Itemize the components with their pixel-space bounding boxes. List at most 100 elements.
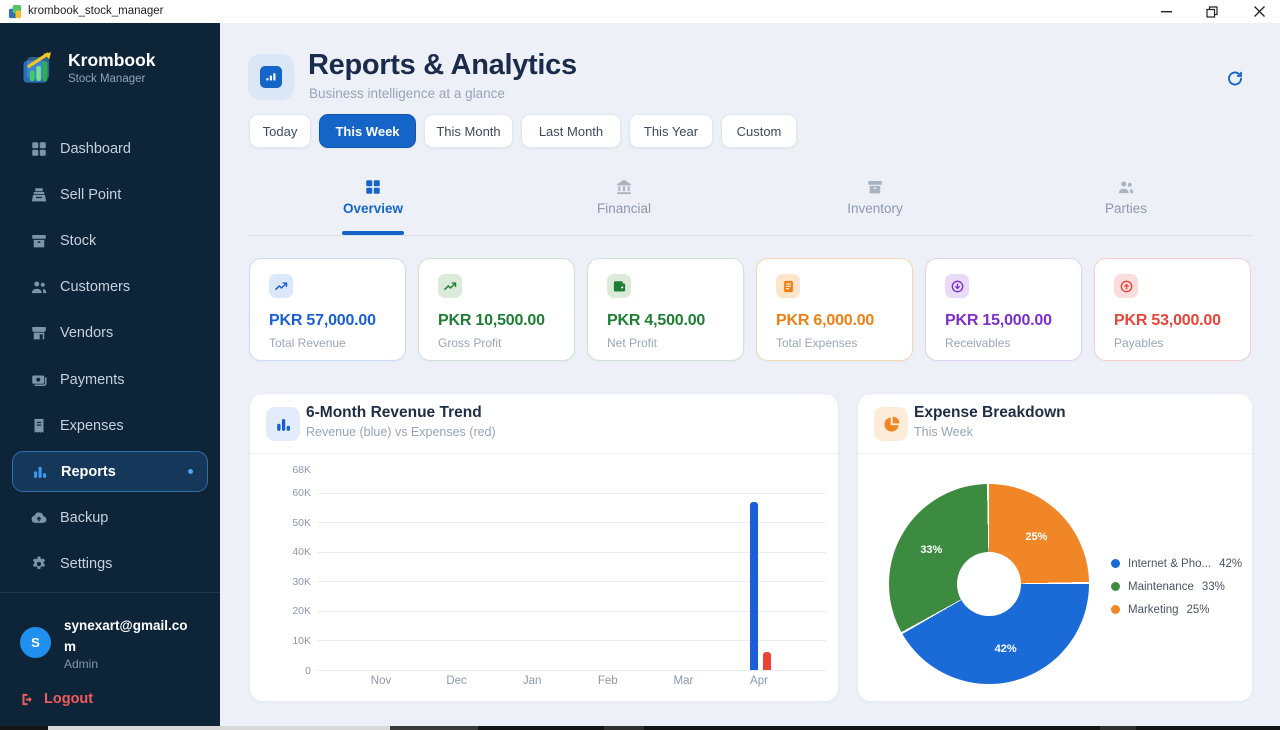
expense-chart-subtitle: This Week [914, 425, 973, 439]
kpi-label: Receivables [945, 336, 1011, 350]
revenue-chart-title: 6-Month Revenue Trend [306, 404, 482, 421]
active-indicator-dot [188, 469, 193, 474]
sidebar-item-label: Expenses [60, 417, 124, 434]
app-icon [8, 4, 23, 19]
cash-register-icon [30, 186, 48, 204]
tab-label: Overview [342, 201, 404, 216]
sidebar-item-customers[interactable]: Customers [12, 266, 208, 307]
bank-icon [615, 178, 633, 196]
sidebar-item-label: Backup [60, 509, 109, 526]
sidebar-item-sell-point[interactable]: Sell Point [12, 174, 208, 215]
filter-button-custom[interactable]: Custom [721, 114, 797, 148]
y-axis-tick-label: 50K [292, 516, 311, 529]
filter-button-last-month[interactable]: Last Month [521, 114, 621, 148]
tab-financial[interactable]: Financial [554, 178, 694, 216]
window-title: krombook_stock_manager [28, 5, 164, 17]
kpi-card-net-profit: PKR 4,500.00 Net Profit [587, 258, 744, 361]
x-axis-tick-label: Dec [446, 675, 467, 687]
legend-dot [1111, 582, 1120, 591]
brand-tagline: Stock Manager [68, 73, 146, 85]
restore-button[interactable] [1192, 0, 1232, 23]
dashboard-icon [30, 140, 48, 158]
x-axis-tick-label: Feb [597, 675, 618, 687]
sidebar-item-dashboard[interactable]: Dashboard [12, 128, 208, 169]
tabs-divider [248, 235, 1252, 236]
sidebar-item-backup[interactable]: Backup [12, 497, 208, 538]
kpi-label: Total Expenses [776, 336, 858, 350]
filter-button-today[interactable]: Today [249, 114, 311, 148]
taskbar-segment [1100, 726, 1136, 730]
sidebar [0, 23, 220, 726]
trending-up-icon [438, 274, 462, 298]
kpi-value: PKR 6,000.00 [776, 312, 875, 329]
sidebar-item-payments[interactable]: Payments [12, 359, 208, 400]
filter-button-this-week[interactable]: This Week [319, 114, 416, 148]
reports-header-icon [248, 54, 294, 100]
legend-item-internet-pho-[interactable]: Internet & Pho... 42% [1111, 552, 1242, 575]
tab-inventory[interactable]: Inventory [805, 178, 945, 216]
sidebar-item-reports[interactable]: Reports [12, 451, 208, 492]
legend-value: 42% [1219, 557, 1243, 570]
receipt-icon [30, 417, 48, 435]
taskbar-segment [390, 726, 478, 730]
close-button[interactable] [1238, 0, 1280, 23]
expense-chart-title: Expense Breakdown [914, 404, 1066, 421]
active-tab-underline [342, 231, 404, 235]
sidebar-item-settings[interactable]: Settings [12, 543, 208, 584]
y-axis-tick-label: 30K [292, 575, 311, 588]
legend-item-maintenance[interactable]: Maintenance 33% [1111, 575, 1242, 598]
sidebar-item-vendors[interactable]: Vendors [12, 312, 208, 353]
x-axis-tick-label: Jan [522, 675, 542, 687]
sidebar-item-label: Reports [61, 463, 116, 480]
sidebar-item-label: Customers [60, 278, 131, 295]
sidebar-item-stock[interactable]: Stock [12, 220, 208, 261]
expense-donut-chart[interactable]: 25% 42% 33% [889, 484, 1089, 684]
page-subtitle: Business intelligence at a glance [309, 86, 505, 101]
tab-label: Financial [596, 201, 652, 216]
legend-label: Maintenance [1128, 580, 1194, 593]
filter-button-this-year[interactable]: This Year [629, 114, 713, 148]
bar-chart-icon [266, 407, 300, 441]
y-axis-tick-label: 0 [305, 664, 311, 677]
legend-item-marketing[interactable]: Marketing 25% [1111, 598, 1242, 621]
logout-button[interactable]: Logout [20, 686, 190, 712]
archive-icon [866, 178, 884, 196]
revenue-bar[interactable] [749, 501, 758, 670]
gridline [317, 610, 826, 612]
minimize-button[interactable] [1146, 0, 1186, 23]
legend-dot [1111, 605, 1120, 614]
sidebar-item-expenses[interactable]: Expenses [12, 405, 208, 446]
trending-up-icon [269, 274, 293, 298]
donut-slice-label-maintenance: 33% [920, 543, 943, 556]
gridline [317, 640, 826, 642]
tab-overview[interactable]: Overview [303, 178, 443, 216]
kpi-value: PKR 53,000.00 [1114, 312, 1221, 329]
x-axis-tick-label: Nov [370, 675, 392, 687]
logout-icon [20, 692, 35, 707]
sidebar-item-label: Payments [60, 371, 125, 388]
donut-slice-label-internet-pho-: 42% [994, 642, 1017, 655]
card-divider [858, 453, 1252, 454]
legend-dot [1111, 559, 1120, 568]
kpi-card-receivables: PKR 15,000.00 Receivables [925, 258, 1082, 361]
people-icon [30, 278, 48, 296]
bar-chart-icon [31, 463, 49, 481]
legend-label: Internet & Pho... [1128, 557, 1212, 570]
kpi-value: PKR 57,000.00 [269, 312, 376, 329]
y-axis-tick-label: 40K [292, 546, 311, 559]
page-title: Reports & Analytics [308, 49, 577, 81]
box-icon [30, 232, 48, 250]
filter-button-this-month[interactable]: This Month [424, 114, 513, 148]
gridline [317, 551, 826, 553]
user-role: Admin [64, 657, 99, 671]
gridline [317, 670, 826, 671]
refresh-button[interactable] [1220, 63, 1250, 93]
donut-hole [957, 552, 1021, 616]
legend-label: Marketing [1128, 603, 1179, 616]
kpi-card-gross-profit: PKR 10,500.00 Gross Profit [418, 258, 575, 361]
expenses-bar[interactable] [763, 652, 771, 670]
sidebar-divider [0, 592, 220, 593]
x-axis-tick-label: Apr [750, 675, 768, 687]
tab-parties[interactable]: Parties [1056, 178, 1196, 216]
sidebar-item-label: Settings [60, 555, 113, 572]
